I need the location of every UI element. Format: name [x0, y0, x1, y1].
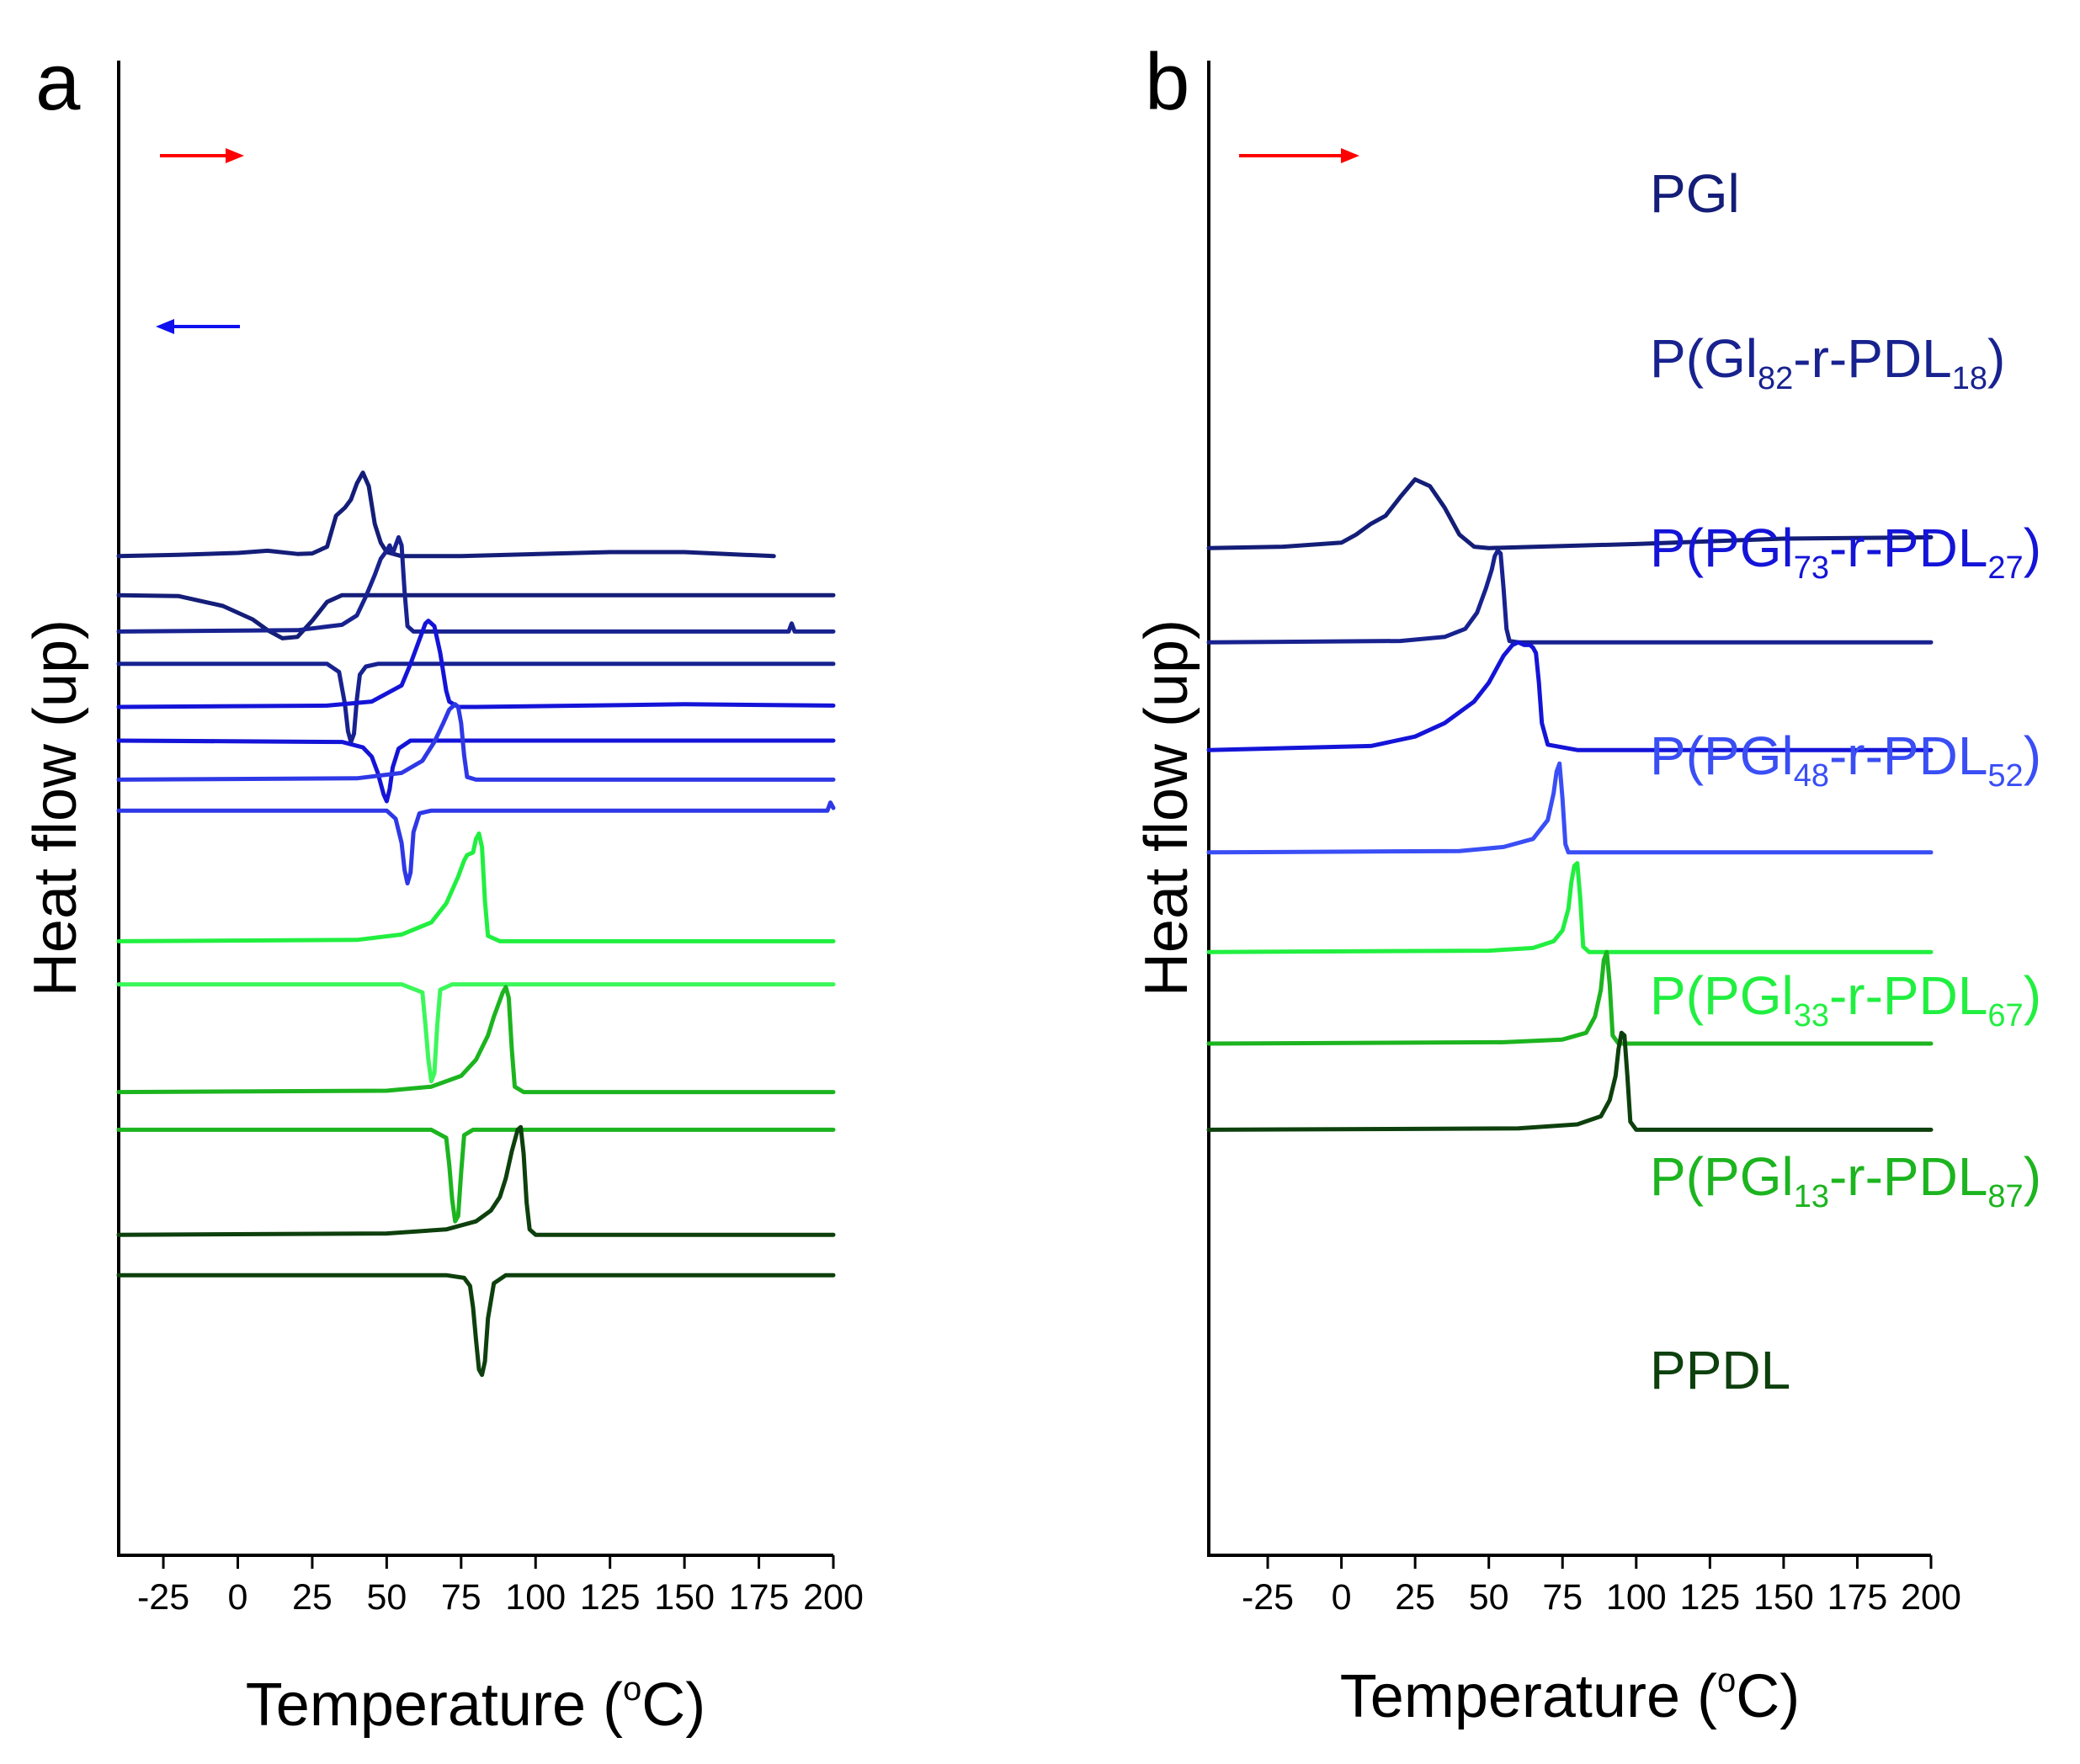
- x-tick-label: 100: [1606, 1577, 1667, 1618]
- y-axis-title: Heat flow (up): [1133, 619, 1200, 996]
- series-label-p-pgl13-r-pdl87: P(PGl13-r-PDL87): [1650, 1146, 2041, 1214]
- x-tick-label: 200: [803, 1577, 864, 1618]
- curve-p-pgl13-r-pdl87-heating: [116, 985, 836, 1095]
- series-label-ppdl: PPDL: [1650, 1340, 1790, 1400]
- label-part: -r-PDL: [1829, 965, 1987, 1026]
- x-tick-label: 75: [441, 1577, 481, 1618]
- x-tick-label: 175: [729, 1577, 790, 1618]
- panel-b: b -25 0 25 50 75 100 125 150 175 200 Temperature (o…: [1133, 37, 2041, 1730]
- label-subscript: 73: [1794, 550, 1829, 586]
- series-label-p-pgl33-r-pdl67: P(PGl33-r-PDL67): [1650, 965, 2041, 1033]
- x-tick-label: 0: [1332, 1577, 1352, 1618]
- x-tick-label: 0: [228, 1577, 248, 1618]
- heating-arrow-head: [1341, 148, 1359, 163]
- x-tick-label: 100: [505, 1577, 566, 1618]
- curve-p-pgl33-r-pdl67-heating: [116, 831, 836, 943]
- x-tick-label: 200: [1901, 1577, 1961, 1618]
- label-subscript: 48: [1794, 758, 1829, 794]
- x-axis-title-main: Temperature (: [1340, 1663, 1717, 1730]
- panel-letter: a: [35, 37, 81, 127]
- curve-pgl-heating: [116, 470, 776, 559]
- label-part: PPDL: [1650, 1340, 1790, 1400]
- label-part: P(PGl: [1650, 518, 1794, 578]
- cooling-arrow-head: [156, 319, 174, 334]
- x-tick-label: 75: [1542, 1577, 1583, 1618]
- x-tick-label: 25: [1395, 1577, 1435, 1618]
- curve-p-pgl73-r-pdl27-cooling: [116, 738, 836, 804]
- series-label-p-pgl48-r-pdl52: P(PGl48-r-PDL52): [1650, 725, 2041, 794]
- label-subscript: 87: [1987, 1179, 2023, 1214]
- y-axis-title: Heat flow (up): [22, 619, 89, 996]
- x-tick-label: 125: [1679, 1577, 1740, 1618]
- series-label-pgl: PGl: [1650, 163, 1740, 224]
- curve-p-gl82-r-pdl18-heating: [116, 534, 836, 634]
- label-part: P(PGl: [1650, 965, 1794, 1026]
- label-part: ): [2024, 518, 2041, 578]
- curve-p-gl82-r-pdl18-cooling: [116, 662, 836, 745]
- x-axis-title: Temperature (oC): [246, 1671, 705, 1739]
- label-subscript: 52: [1987, 758, 2023, 794]
- label-subscript: 27: [1987, 550, 2023, 586]
- label-subscript: 13: [1794, 1179, 1829, 1214]
- panel-letter: b: [1145, 37, 1189, 127]
- label-subscript: 82: [1758, 361, 1793, 396]
- x-tick-label: -25: [137, 1577, 189, 1618]
- label-part: P(PGl: [1650, 725, 1794, 786]
- label-part: -r-PDL: [1829, 1146, 1987, 1207]
- x-axis-title: Temperature (oC): [1340, 1662, 1800, 1730]
- x-tick-label: 50: [1469, 1577, 1509, 1618]
- label-subscript: 18: [1952, 361, 1987, 396]
- label-part: P(Gl: [1650, 328, 1758, 389]
- label-part: -r-PDL: [1829, 518, 1987, 578]
- x-tick-label: 25: [292, 1577, 332, 1618]
- curve-p-pgl48-r-pdl52-cooling: [116, 800, 836, 886]
- x-axis-title-main: Temperature (: [246, 1671, 623, 1739]
- curve-p-pgl13-r-pdl87: [1206, 949, 1934, 1046]
- x-tick-label: -25: [1242, 1577, 1294, 1618]
- label-part: ): [2024, 965, 2041, 1026]
- x-axis-title-degree: o: [1717, 1662, 1736, 1699]
- label-part: ): [1987, 328, 2005, 389]
- label-part: PGl: [1650, 163, 1740, 224]
- series-label-p-gl82-r-pdl18: P(Gl82-r-PDL18): [1650, 328, 2005, 396]
- label-subscript: 33: [1794, 998, 1829, 1033]
- x-tick-label: 150: [654, 1577, 715, 1618]
- x-tick-label: 175: [1827, 1577, 1888, 1618]
- curve-ppdl: [1206, 1030, 1934, 1132]
- x-axis-title-unit: C): [641, 1671, 705, 1739]
- curve-pgl: [1206, 477, 1934, 550]
- label-part: P(PGl: [1650, 1146, 1794, 1207]
- curve-p-gl82-r-pdl18: [1206, 548, 1934, 645]
- curve-pgl-cooling: [116, 592, 836, 640]
- curve-p-pgl73-r-pdl27: [1206, 640, 1934, 752]
- curve-ppdl-cooling: [116, 1273, 836, 1378]
- curve-p-pgl73-r-pdl27-heating: [116, 619, 836, 709]
- x-tick-label: 150: [1753, 1577, 1814, 1618]
- series-label-p-pgl73-r-pdl27: P(PGl73-r-PDL27): [1650, 518, 2041, 586]
- x-axis-title-degree: o: [623, 1671, 641, 1708]
- label-part: -r-PDL: [1793, 328, 1951, 389]
- curve-p-pgl48-r-pdl52: [1206, 761, 1934, 855]
- label-part: -r-PDL: [1829, 725, 1987, 786]
- curve-p-pgl33-r-pdl67-cooling: [116, 982, 836, 1084]
- panel-a: a -25 0 25 50 75 100 125 150 175 200 Temperature (o…: [22, 37, 864, 1739]
- label-part: ): [2024, 725, 2041, 786]
- curve-p-pgl48-r-pdl52-heating: [116, 702, 836, 782]
- label-subscript: 67: [1987, 998, 2023, 1033]
- x-tick-label: 125: [580, 1577, 641, 1618]
- x-tick-label: 50: [366, 1577, 407, 1618]
- curve-ppdl-heating: [116, 1124, 836, 1237]
- curve-p-pgl13-r-pdl87-cooling: [116, 1127, 836, 1224]
- heating-arrow-head: [226, 148, 244, 163]
- curve-p-pgl33-r-pdl67: [1206, 861, 1934, 954]
- label-part: ): [2024, 1146, 2041, 1207]
- x-axis-title-unit: C): [1736, 1663, 1800, 1730]
